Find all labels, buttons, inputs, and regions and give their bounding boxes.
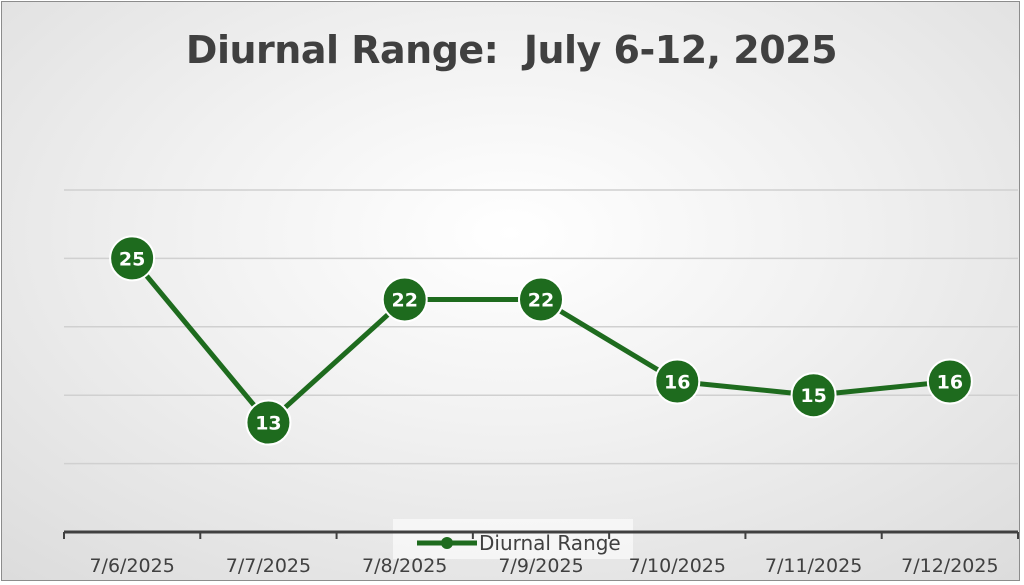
legend-marker [441,537,453,549]
data-label: 15 [800,385,826,407]
legend-background [393,519,633,559]
data-point [790,372,837,419]
x-tick-label: 7/12/2025 [901,555,998,577]
data-point [381,276,428,323]
x-axis: 7/6/2025 7/7/2025 7/8/2025 7/9/2025 7/10/202… [63,530,1019,577]
data-label: 22 [391,289,417,311]
data-point [926,358,973,405]
data-label: 16 [664,372,690,394]
x-tick-label: 7/8/2025 [362,555,447,577]
legend: Diurnal Range [417,531,621,555]
x-tick-label: 7/7/2025 [226,555,311,577]
chart-title: Diurnal Range: July 6-12, 2025 [185,28,838,72]
data-point [654,358,701,405]
data-label: 25 [119,248,145,270]
series-line: 25 13 22 22 16 15 16 [109,235,973,446]
data-label: 13 [255,413,281,435]
data-point [518,276,564,323]
data-label: 16 [937,372,963,394]
data-label: 22 [528,289,554,311]
x-tick-label: 7/6/2025 [89,555,174,577]
data-point [109,235,156,282]
legend-label: Diurnal Range [479,531,621,555]
data-point [245,399,292,446]
gridlines [64,189,1018,465]
x-tick-label: 7/9/2025 [498,555,583,577]
x-tick-label: 7/10/2025 [629,555,726,577]
x-tick-label: 7/11/2025 [765,555,862,577]
